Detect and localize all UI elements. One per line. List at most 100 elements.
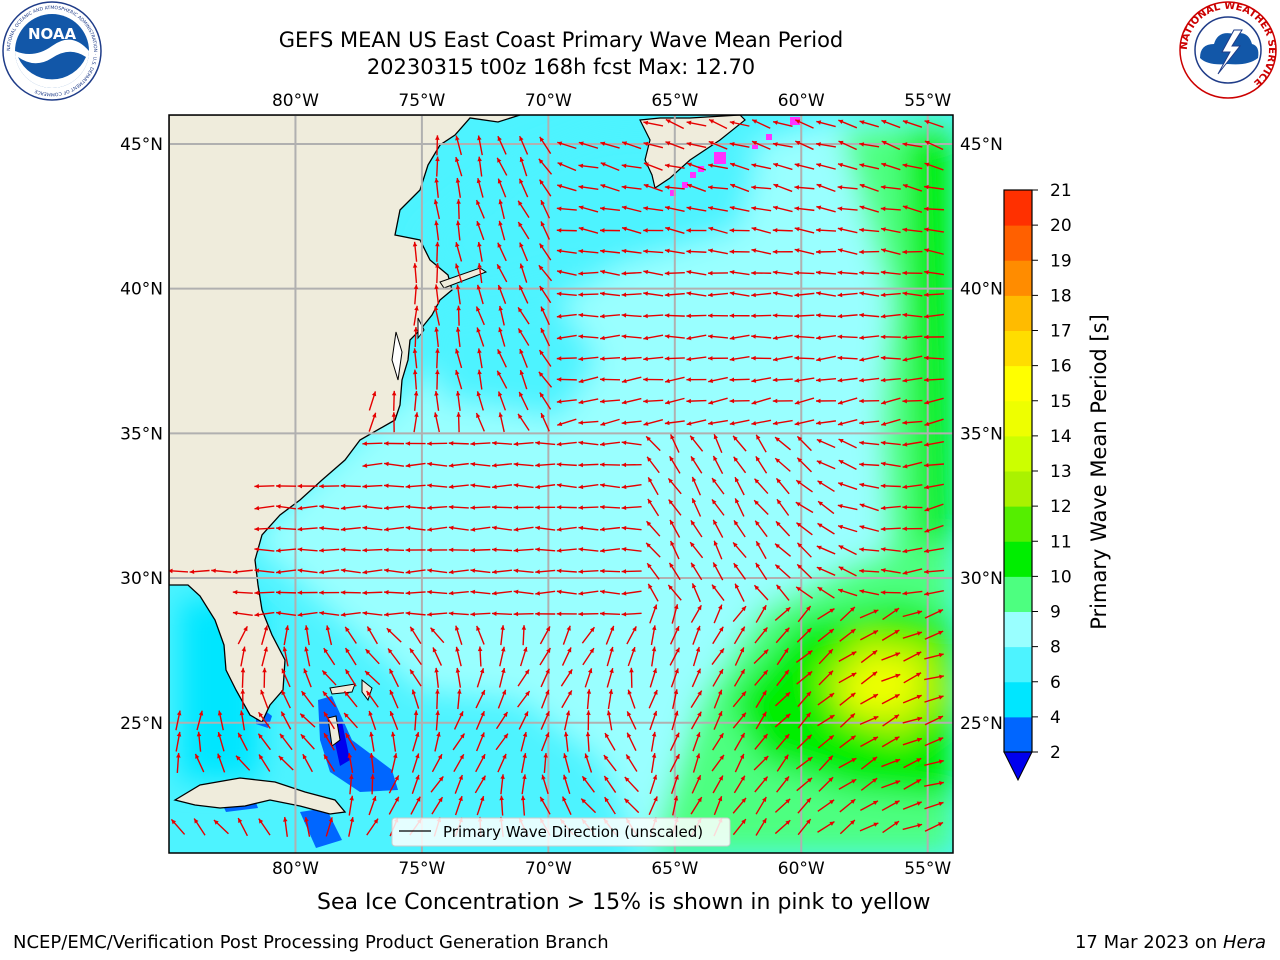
wave-arrow: [691, 583, 701, 603]
wave-arrow: [670, 774, 679, 794]
wave-arrow: [427, 526, 448, 532]
wave-arrow: [578, 590, 599, 596]
wave-arrow: [664, 313, 685, 318]
wave-arrow: [794, 313, 815, 319]
wave-arrow: [599, 462, 621, 467]
wave-arrow: [517, 669, 530, 687]
wave-arrow: [599, 399, 621, 404]
wave-arrow: [497, 178, 507, 198]
wave-arrow: [796, 670, 813, 685]
wave-arrow: [427, 461, 448, 467]
wave-arrow: [734, 476, 745, 496]
wave-arrow: [258, 711, 271, 729]
wave-arrow: [795, 649, 813, 664]
wave-arrow: [349, 774, 354, 795]
wave-arrow: [924, 589, 944, 596]
wave-arrow: [626, 732, 637, 752]
wave-arrow: [924, 503, 944, 512]
wave-arrow: [643, 418, 664, 426]
wave-arrow: [476, 327, 485, 347]
wave-arrow: [600, 184, 620, 192]
wave-arrow: [475, 753, 486, 773]
wave-arrow: [646, 456, 660, 474]
lon-tick-label: 80°W: [272, 91, 319, 111]
wave-arrow: [902, 205, 923, 213]
wave-arrow: [297, 568, 318, 574]
wave-arrow: [477, 369, 483, 390]
wave-arrow: [519, 348, 528, 368]
wave-arrow: [708, 226, 728, 234]
wave-arrow: [880, 292, 901, 298]
wave-arrow: [556, 441, 577, 447]
wave-arrow: [859, 715, 879, 725]
wave-arrow: [599, 441, 621, 447]
wave-arrow: [773, 162, 793, 171]
wave-arrow: [322, 690, 337, 708]
wave-arrow: [455, 369, 463, 390]
wave-arrow: [902, 484, 923, 490]
lat-tick-label: 35°N: [120, 424, 163, 444]
wave-arrow: [434, 390, 440, 411]
wave-arrow: [794, 334, 815, 339]
wave-arrow: [319, 504, 340, 510]
wave-arrow: [755, 690, 767, 709]
axis-labels: 80°W 80°W 75°W 75°W 70°W 70°W 65°W 65°W 60°W 60°W…: [120, 91, 1003, 879]
wave-arrow: [540, 732, 550, 752]
wave-arrow: [323, 647, 336, 666]
wave-arrow: [362, 484, 383, 489]
wave-arrow: [708, 163, 728, 170]
wave-arrow: [491, 547, 513, 552]
wave-arrow: [686, 313, 707, 319]
wave-arrow: [859, 227, 880, 233]
wave-arrow: [902, 142, 923, 148]
wave-arrow: [690, 796, 703, 815]
wave-arrow: [643, 206, 664, 212]
wave-arrow: [476, 795, 485, 816]
wave-arrow: [880, 461, 901, 468]
wave-arrow: [603, 775, 617, 793]
wave-arrow: [448, 590, 469, 596]
wave-arrow: [599, 526, 621, 532]
wave-arrow: [535, 505, 556, 510]
wave-arrow: [729, 356, 750, 362]
wave-arrow: [776, 669, 790, 687]
wave-arrow: [448, 569, 469, 575]
wave-arrow: [513, 589, 534, 595]
wave-arrow: [649, 668, 657, 688]
map-legend: Primary Wave Direction (unscaled): [391, 817, 731, 847]
wave-arrow: [733, 775, 746, 794]
wave-arrow: [455, 135, 463, 156]
wave-arrow: [621, 163, 642, 169]
wave-arrow: [539, 647, 551, 666]
wave-arrow: [837, 313, 858, 319]
wave-arrow: [751, 397, 771, 405]
wave-arrow: [794, 248, 815, 255]
wave-arrow: [751, 313, 772, 319]
wave-arrow: [405, 441, 426, 446]
wave-arrow: [427, 505, 448, 511]
wave-arrow: [455, 284, 461, 305]
wave-arrow: [517, 200, 530, 218]
wave-arrow: [578, 249, 599, 254]
wave-arrow: [794, 226, 815, 234]
wave-arrow: [281, 689, 291, 709]
wave-arrow: [755, 434, 767, 453]
wave-arrow: [391, 390, 397, 411]
wave-arrow: [434, 667, 440, 688]
wave-arrow: [578, 484, 599, 490]
wave-arrow: [275, 526, 297, 531]
wave-arrow: [796, 734, 813, 750]
wave-arrow: [383, 526, 405, 532]
wave-arrow: [604, 732, 616, 751]
wave-arrow: [667, 584, 682, 601]
wave-arrow: [448, 611, 469, 616]
wave-arrow: [366, 626, 378, 645]
wave-arrow: [924, 715, 944, 726]
wave-arrow: [796, 563, 813, 579]
wave-arrow: [754, 776, 769, 793]
wave-arrow: [686, 269, 707, 276]
wave-arrow: [600, 269, 620, 276]
wave-arrow: [859, 420, 880, 426]
wave-arrow: [817, 500, 835, 515]
wave-arrow: [455, 390, 461, 411]
